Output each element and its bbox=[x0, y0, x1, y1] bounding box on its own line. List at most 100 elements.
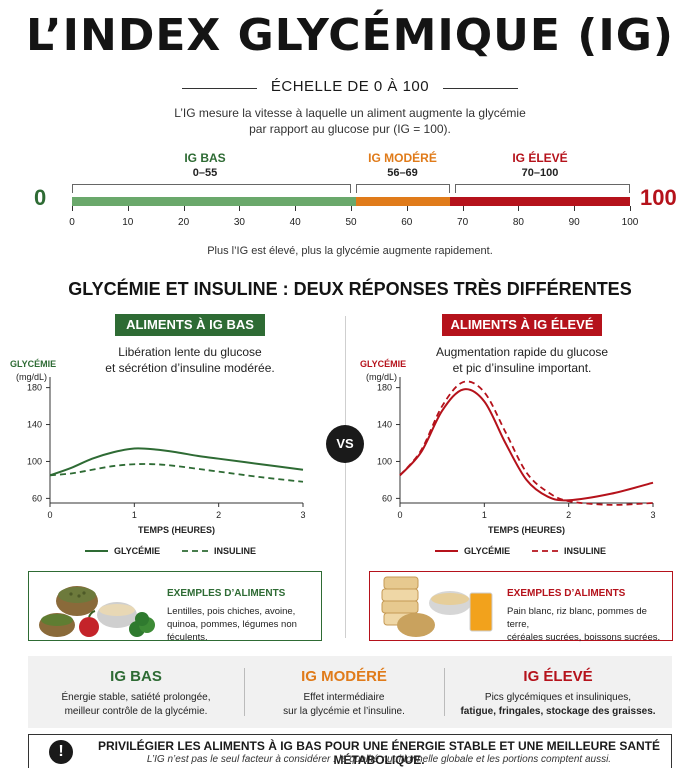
y-tick-label: 100 bbox=[27, 456, 42, 466]
scale-tick bbox=[406, 206, 408, 211]
x-tick-label: 0 bbox=[397, 510, 402, 520]
zone-high-range: 70–100 bbox=[521, 167, 559, 179]
high-examples-text: Pain blanc, riz blanc, pommes de terre, … bbox=[507, 605, 671, 644]
y-tick-label: 60 bbox=[32, 493, 42, 503]
x-tick-label: 1 bbox=[482, 510, 487, 520]
y-tick-label: 140 bbox=[377, 420, 392, 430]
low-examples-text: Lentilles, pois chiches, avoine, quinoa,… bbox=[167, 605, 319, 644]
summary-high-text: Pics glycémiques et insuliniques, fatigu… bbox=[444, 691, 672, 719]
low-examples-title: EXEMPLES D’ALIMENTS bbox=[167, 588, 286, 599]
low-examples-line-2: quinoa, pommes, légumes non féculents. bbox=[167, 619, 297, 643]
scale-tick-label: 60 bbox=[401, 217, 413, 228]
y-tick-label: 180 bbox=[27, 383, 42, 393]
legend-insuline-label: INSULINE bbox=[564, 546, 606, 556]
scale-tick-label: 30 bbox=[233, 217, 245, 228]
series-insuline-line bbox=[49, 463, 304, 483]
scale-bar-low bbox=[72, 197, 356, 206]
high-examples-line-2: céréales sucrées, boissons sucrées. bbox=[507, 632, 661, 643]
summary-mid-title: IG MODÉRÉ bbox=[301, 668, 387, 685]
y-tick-label: 180 bbox=[377, 383, 392, 393]
scale-tick bbox=[183, 206, 185, 211]
high-gi-description: Augmentation rapide du glucose et pic d’… bbox=[392, 344, 652, 376]
bread-potato-juice-icon bbox=[381, 576, 493, 637]
scale-tick bbox=[518, 206, 520, 211]
summary-low: IG BAS Énergie stable, satiété prolongée… bbox=[28, 656, 244, 728]
summary-separator-2 bbox=[444, 668, 445, 716]
scale-tick bbox=[239, 206, 241, 211]
low-desc-line-1: Libération lente du glucose bbox=[118, 345, 262, 359]
scale-tick-label: 50 bbox=[345, 217, 357, 228]
x-axis-title: TEMPS (HEURES) bbox=[488, 525, 565, 535]
series-glycemie-line bbox=[49, 447, 304, 477]
low-examples-line-1: Lentilles, pois chiches, avoine, bbox=[167, 606, 296, 617]
summary-low-line-2: meilleur contrôle de la glycémie. bbox=[64, 706, 208, 717]
summary-low-title: IG BAS bbox=[110, 668, 162, 685]
scale-bar-high bbox=[450, 197, 630, 206]
low-desc-line-2: et sécrétion d’insuline modérée. bbox=[105, 361, 275, 375]
summary-high-title: IG ÉLEVÉ bbox=[523, 668, 593, 685]
zone-mid-title: IG MODÉRÉ bbox=[368, 151, 437, 165]
comparison-title: GLYCÉMIE ET INSULINE : DEUX RÉPONSES TRÈ… bbox=[68, 279, 632, 299]
summary-high-line-2: fatigue, fringales, stockage des graisse… bbox=[460, 706, 656, 717]
scale-tick bbox=[295, 206, 297, 211]
x-tick-label: 2 bbox=[566, 510, 571, 520]
high-gi-tag: ALIMENTS À IG ÉLEVÉ bbox=[442, 314, 602, 336]
series-insuline-line bbox=[399, 380, 654, 506]
scale-tick-label: 100 bbox=[621, 217, 639, 228]
subtitle-rule-right bbox=[443, 88, 518, 89]
panel-divider bbox=[345, 316, 346, 638]
legend-glycemie-label: GLYCÉMIE bbox=[114, 546, 160, 556]
summary-separator-1 bbox=[244, 668, 245, 716]
scale-bar-mid bbox=[356, 197, 450, 206]
high-gi-chart: GLYCÉMIE (mg/dL)180 140 100 60 0 1 2 3 TEMPS (HEU… bbox=[360, 359, 656, 556]
zone-mid-bracket bbox=[356, 184, 450, 193]
high-desc-line-2: et pic d’insuline important. bbox=[452, 361, 592, 375]
exclamation-icon: ! bbox=[49, 740, 73, 764]
y-axis-title: GLYCÉMIE bbox=[360, 359, 406, 369]
low-gi-chart: GLYCÉMIE (mg/dL)180 140 100 60 0 1 2 3 TEMPS (HEU… bbox=[10, 359, 306, 556]
scale-tick bbox=[72, 206, 73, 211]
legume-bowls-icon bbox=[39, 586, 155, 637]
x-tick-label: 3 bbox=[650, 510, 655, 520]
zone-low-bracket bbox=[72, 184, 351, 193]
scale-tick bbox=[127, 206, 129, 211]
low-gi-examples-box: EXEMPLES D’ALIMENTS Lentilles, pois chic… bbox=[28, 571, 322, 644]
low-gi-tag: ALIMENTS À IG BAS bbox=[115, 314, 265, 336]
summary-mid-line-1: Effet intermédiaire bbox=[303, 692, 385, 703]
scale-min-label: 0 bbox=[34, 185, 47, 210]
legend-insuline-label: INSULINE bbox=[214, 546, 256, 556]
y-axis-title: GLYCÉMIE bbox=[10, 359, 56, 369]
high-gi-examples-box: EXEMPLES D’ALIMENTS Pain blanc, riz blan… bbox=[369, 571, 673, 644]
zone-high-bracket bbox=[455, 184, 630, 193]
y-tick-label: 60 bbox=[382, 493, 392, 503]
y-axis-unit: (mg/dL) bbox=[16, 372, 47, 382]
high-desc-line-1: Augmentation rapide du glucose bbox=[435, 345, 609, 359]
zone-high-title: IG ÉLEVÉ bbox=[512, 151, 568, 165]
scale-tick bbox=[630, 206, 631, 211]
footer-sub-text: L’IG n’est pas le seul facteur à considé… bbox=[146, 754, 612, 765]
scale-tick-label: 90 bbox=[568, 217, 580, 228]
summary-high-line-1: Pics glycémiques et insuliniques, bbox=[484, 692, 632, 703]
scale-tick-label: 10 bbox=[122, 217, 134, 228]
summary-mid-text: Effet intermédiaire sur la glycémie et l… bbox=[244, 691, 444, 719]
intro-line-2: par rapport au glucose pur (IG = 100). bbox=[249, 122, 451, 136]
intro-line-1: L’IG mesure la vitesse à laquelle un ali… bbox=[174, 106, 526, 120]
summary-mid: IG MODÉRÉ Effet intermédiaire sur la gly… bbox=[244, 656, 444, 728]
subtitle: ÉCHELLE DE 0 À 100 bbox=[270, 78, 430, 95]
x-tick-label: 2 bbox=[216, 510, 221, 520]
scale-tick bbox=[462, 206, 464, 211]
scale-tick bbox=[574, 206, 576, 211]
scale-tick-label: 40 bbox=[289, 217, 301, 228]
x-tick-label: 3 bbox=[300, 510, 305, 520]
footer-main-text: PRIVILÉGIER LES ALIMENTS À IG BAS POUR U… bbox=[97, 739, 661, 767]
summary-panel: IG BAS Énergie stable, satiété prolongée… bbox=[28, 656, 672, 728]
subtitle-rule-left bbox=[182, 88, 257, 89]
scale-tick-label: 80 bbox=[512, 217, 524, 228]
scale-tick-label: 0 bbox=[69, 217, 75, 228]
summary-mid-line-2: sur la glycémie et l’insuline. bbox=[283, 706, 405, 717]
series-glycemie-line bbox=[399, 388, 654, 502]
y-axis-unit: (mg/dL) bbox=[366, 372, 397, 382]
x-axis-title: TEMPS (HEURES) bbox=[138, 525, 215, 535]
scale-tick-label: 20 bbox=[178, 217, 190, 228]
footer-callout: ! PRIVILÉGIER LES ALIMENTS À IG BAS POUR… bbox=[28, 734, 672, 768]
